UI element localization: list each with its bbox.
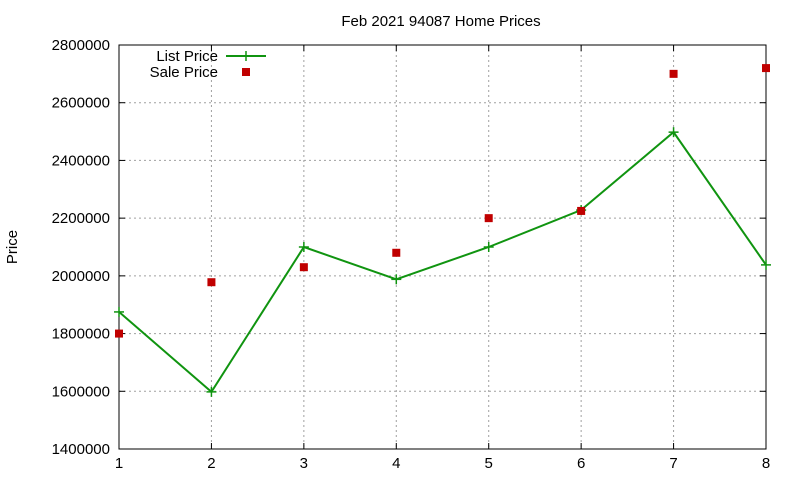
data-point-list-price: [668, 127, 679, 138]
x-tick-label: 5: [485, 455, 493, 472]
series-sale-price: [115, 64, 770, 338]
x-tick-label: 3: [300, 455, 308, 472]
y-tick-label: 2800000: [52, 37, 110, 54]
legend-item-sale-price: Sale Price: [150, 64, 250, 81]
y-tick-label: 2600000: [52, 95, 110, 112]
data-point-list-price: [391, 274, 402, 285]
data-point-sale-price: [299, 263, 308, 272]
legend-marker: [242, 68, 250, 76]
x-tick-label: 1: [115, 455, 123, 472]
data-point-sale-price: [762, 64, 770, 73]
data-point-sale-price: [484, 214, 493, 223]
x-tick-label: 6: [577, 455, 585, 472]
y-tick-label: 2200000: [52, 210, 110, 227]
x-tick-label: 8: [762, 455, 770, 472]
data-point-list-price: [206, 386, 217, 397]
y-tick-label: 2400000: [52, 152, 110, 169]
legend-marker: [241, 51, 251, 61]
data-point-sale-price: [577, 206, 586, 215]
data-point-sale-price: [115, 329, 123, 338]
series-line-list-price: [118, 130, 767, 394]
legend-label: Sale Price: [150, 64, 218, 81]
axes: 1400000 1600000 1800000 2000000 2200000 24000…: [52, 37, 771, 472]
series-list-price: [114, 127, 771, 397]
y-tick-label: 1800000: [52, 326, 110, 343]
y-tick-label: 1400000: [52, 441, 110, 458]
x-tick-label: 7: [669, 455, 677, 472]
data-point-list-price: [114, 306, 124, 317]
data-point-list-price: [761, 259, 771, 270]
data-point-list-price: [483, 242, 494, 252]
data-point-sale-price: [207, 278, 216, 287]
data-point-list-price: [298, 242, 309, 252]
y-tick-label: 1600000: [52, 383, 110, 400]
legend-label: List Price: [156, 48, 218, 65]
chart-title: Feb 2021 94087 Home Prices: [341, 13, 540, 30]
data-point-sale-price: [669, 69, 678, 78]
series: [114, 64, 771, 397]
y-tick-label: 2000000: [52, 268, 110, 285]
grid: [119, 45, 766, 449]
y-axis-label: Price: [4, 230, 21, 264]
x-tick-label: 2: [207, 455, 215, 472]
plot-border: [118, 44, 767, 450]
data-point-sale-price: [392, 248, 401, 257]
legend-item-list-price: List Price: [156, 48, 266, 65]
x-tick-label: 4: [392, 455, 400, 472]
